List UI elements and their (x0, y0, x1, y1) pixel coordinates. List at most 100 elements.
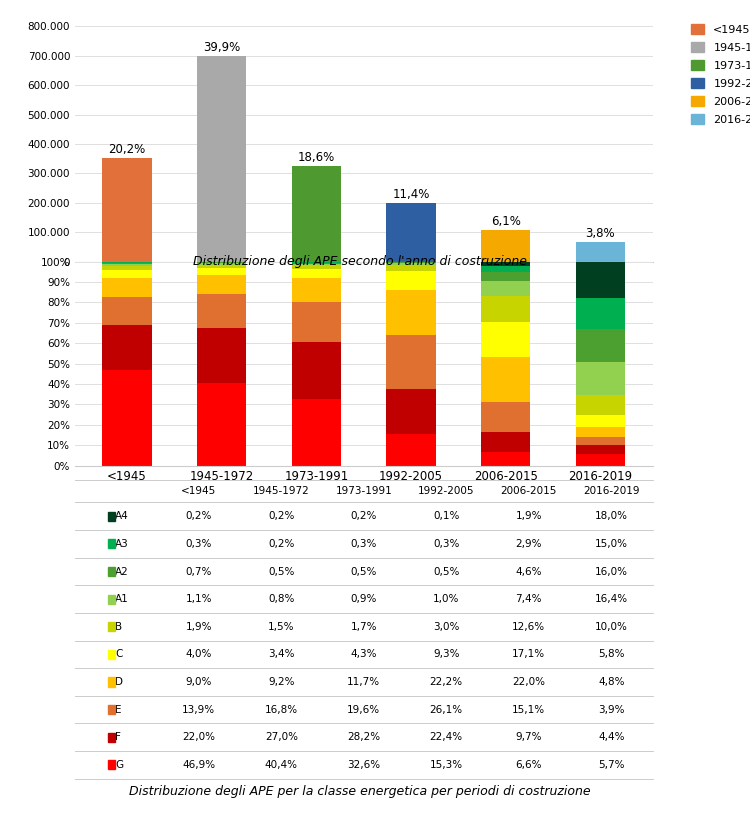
Text: A1: A1 (116, 594, 129, 604)
Text: A4: A4 (116, 512, 129, 522)
Text: 12,6%: 12,6% (512, 622, 545, 632)
Text: 6,1%: 6,1% (490, 215, 520, 228)
Text: 0,5%: 0,5% (350, 567, 377, 577)
Text: 1992-2005: 1992-2005 (418, 486, 475, 496)
Bar (292, 166, 341, 262)
Bar (576, 362, 625, 395)
Bar (576, 415, 625, 427)
Bar (197, 262, 246, 264)
Bar (103, 279, 152, 297)
Bar (482, 281, 530, 296)
Bar (482, 262, 530, 265)
Bar (482, 357, 530, 401)
Bar (197, 264, 246, 265)
Text: 13,9%: 13,9% (182, 705, 215, 714)
Text: 1,7%: 1,7% (350, 622, 377, 632)
Text: 15,0%: 15,0% (595, 539, 628, 549)
Legend: <1945, 1945-1972, 1973-1991, 1992-2005, 2006-2015, 2016-2019: <1945, 1945-1972, 1973-1991, 1992-2005, … (692, 24, 750, 124)
Text: 5,7%: 5,7% (598, 760, 625, 770)
Text: 15,3%: 15,3% (430, 760, 463, 770)
Text: 4,3%: 4,3% (350, 649, 377, 659)
Text: A2: A2 (116, 567, 129, 577)
Bar (292, 342, 341, 399)
Bar (103, 266, 152, 270)
Bar (103, 325, 152, 370)
Text: 11,4%: 11,4% (392, 188, 430, 201)
Bar (576, 395, 625, 415)
Text: 9,3%: 9,3% (433, 649, 460, 659)
Text: 18,0%: 18,0% (595, 512, 628, 522)
Bar (292, 264, 341, 265)
Text: C: C (116, 649, 123, 659)
Text: 19,6%: 19,6% (347, 705, 380, 714)
Text: 0,3%: 0,3% (433, 539, 460, 549)
Text: 26,1%: 26,1% (430, 705, 463, 714)
Text: 2,9%: 2,9% (515, 539, 542, 549)
Text: 22,0%: 22,0% (512, 677, 545, 687)
Text: 1,5%: 1,5% (268, 622, 295, 632)
Text: 32,6%: 32,6% (347, 760, 380, 770)
Text: 28,2%: 28,2% (347, 733, 380, 742)
Text: 0,5%: 0,5% (268, 567, 295, 577)
Bar (292, 265, 341, 269)
Text: 16,4%: 16,4% (595, 594, 628, 604)
Text: 0,9%: 0,9% (350, 594, 377, 604)
Bar (103, 297, 152, 325)
Text: 40,4%: 40,4% (265, 760, 298, 770)
Text: 3,0%: 3,0% (433, 622, 460, 632)
Bar (103, 270, 152, 279)
Text: 1,1%: 1,1% (185, 594, 212, 604)
Bar (292, 399, 341, 466)
Text: 2016-2019: 2016-2019 (583, 486, 640, 496)
Bar (576, 242, 625, 262)
Bar (482, 230, 530, 262)
Text: Distribuzione degli APE secondo l'anno di costruzione: Distribuzione degli APE secondo l'anno d… (193, 255, 527, 268)
Bar (103, 263, 152, 264)
Bar (482, 401, 530, 433)
Bar (386, 263, 436, 265)
Text: 18,6%: 18,6% (298, 151, 335, 164)
Bar (576, 262, 625, 298)
Text: 3,8%: 3,8% (586, 227, 615, 240)
Bar (386, 271, 436, 290)
Bar (292, 263, 341, 264)
Bar (386, 265, 436, 271)
Text: 1945-1972: 1945-1972 (253, 486, 310, 496)
Bar (197, 328, 246, 383)
Bar (386, 262, 436, 263)
Text: F: F (116, 733, 122, 742)
Bar (386, 204, 436, 262)
Bar (576, 329, 625, 362)
Text: 4,4%: 4,4% (598, 733, 625, 742)
Bar (386, 389, 436, 434)
Text: 1,0%: 1,0% (433, 594, 460, 604)
Text: <1945: <1945 (182, 486, 216, 496)
Text: 0,3%: 0,3% (185, 539, 212, 549)
Bar (197, 57, 246, 262)
Text: 2006-2015: 2006-2015 (500, 486, 557, 496)
Text: 3,4%: 3,4% (268, 649, 295, 659)
Bar (576, 298, 625, 329)
Text: 16,0%: 16,0% (595, 567, 628, 577)
Text: E: E (116, 705, 122, 714)
Text: 6,6%: 6,6% (515, 760, 542, 770)
Bar (482, 265, 530, 272)
Text: 17,1%: 17,1% (512, 649, 545, 659)
Text: 1973-1991: 1973-1991 (335, 486, 392, 496)
Bar (482, 296, 530, 322)
Text: 4,6%: 4,6% (515, 567, 542, 577)
Text: 0,1%: 0,1% (433, 512, 460, 522)
Text: 0,3%: 0,3% (350, 539, 377, 549)
Bar (197, 383, 246, 466)
Text: 11,7%: 11,7% (347, 677, 380, 687)
Bar (103, 157, 152, 262)
Text: 9,7%: 9,7% (515, 733, 542, 742)
Bar (482, 322, 530, 357)
Text: 22,2%: 22,2% (430, 677, 463, 687)
Text: 22,4%: 22,4% (430, 733, 463, 742)
Bar (576, 445, 625, 454)
Text: Distribuzione degli APE per la classe energetica per periodi di costruzione: Distribuzione degli APE per la classe en… (129, 785, 591, 798)
Bar (292, 278, 341, 302)
Text: 4,8%: 4,8% (598, 677, 625, 687)
Bar (292, 269, 341, 278)
